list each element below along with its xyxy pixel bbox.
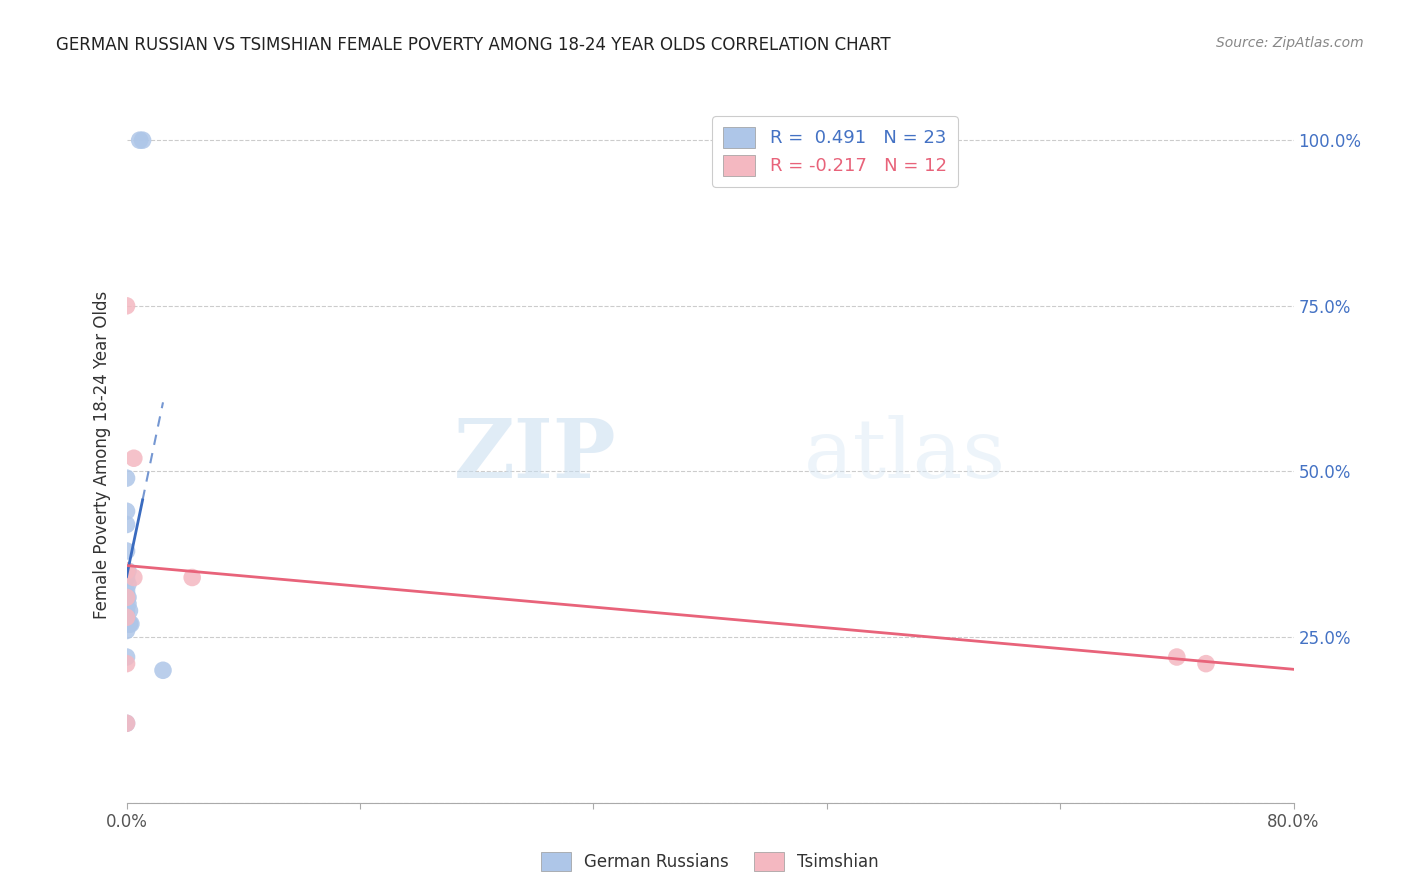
Point	[122, 451, 145, 466]
Y-axis label: Female Poverty Among 18-24 Year Olds: Female Poverty Among 18-24 Year Olds	[93, 291, 111, 619]
Point	[120, 616, 142, 631]
Text: GERMAN RUSSIAN VS TSIMSHIAN FEMALE POVERTY AMONG 18-24 YEAR OLDS CORRELATION CHA: GERMAN RUSSIAN VS TSIMSHIAN FEMALE POVER…	[56, 36, 891, 54]
Point	[122, 570, 145, 584]
Point	[115, 610, 138, 624]
Point	[117, 564, 139, 578]
Point	[117, 577, 139, 591]
Point	[118, 616, 141, 631]
Point	[117, 591, 139, 605]
Point	[115, 624, 138, 638]
Point	[115, 604, 138, 618]
Point	[115, 570, 138, 584]
Point	[115, 610, 138, 624]
Point	[115, 564, 138, 578]
Point	[152, 663, 174, 677]
Legend: German Russians, Tsimshian: German Russians, Tsimshian	[534, 846, 886, 878]
Point	[115, 299, 138, 313]
Point	[115, 657, 138, 671]
Point	[181, 570, 204, 584]
Point	[117, 597, 139, 611]
Point	[115, 583, 138, 598]
Text: ZIP: ZIP	[454, 415, 617, 495]
Point	[115, 716, 138, 731]
Point	[115, 591, 138, 605]
Point	[115, 544, 138, 558]
Point	[115, 591, 138, 605]
Point	[115, 564, 138, 578]
Point	[1195, 657, 1218, 671]
Point	[1166, 650, 1188, 665]
Point	[131, 133, 153, 147]
Point	[115, 716, 138, 731]
Point	[115, 517, 138, 532]
Point	[115, 471, 138, 485]
Point	[118, 604, 141, 618]
Text: atlas: atlas	[803, 415, 1005, 495]
Point	[115, 650, 138, 665]
Point	[115, 504, 138, 518]
Text: Source: ZipAtlas.com: Source: ZipAtlas.com	[1216, 36, 1364, 50]
Point	[118, 616, 141, 631]
Point	[128, 133, 150, 147]
